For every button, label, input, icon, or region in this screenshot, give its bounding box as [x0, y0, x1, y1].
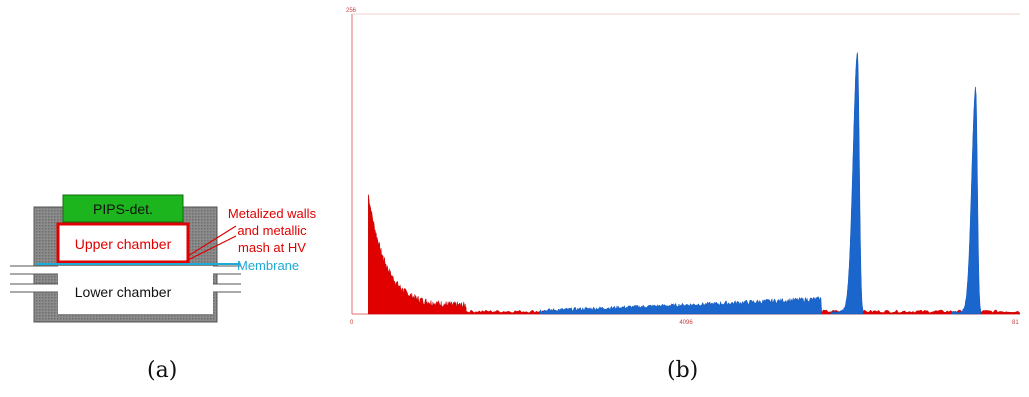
- x-tick-label-0: 0: [350, 320, 354, 326]
- walls-label-line-3: mash at HV: [238, 240, 306, 255]
- lower-chamber: [58, 266, 213, 314]
- pips-detector: [62, 194, 184, 223]
- right-outlet: [213, 284, 241, 292]
- upper-chamber: [56, 222, 190, 264]
- membrane-label: Membrane: [237, 258, 299, 273]
- red-series-area: [368, 194, 1021, 315]
- walls-label-line-1: Metalized walls: [228, 206, 317, 221]
- caption-b: (b): [667, 358, 699, 383]
- detector-diagram-panel: PIPS-det. Upper chamber Lower chamber Me…: [0, 0, 340, 340]
- detector-label: PIPS-det.: [93, 201, 153, 217]
- alpha-peak-1: [830, 52, 864, 315]
- left-outlet: [10, 284, 58, 292]
- spectrum-chart: 256 0 4096 81: [346, 8, 1021, 326]
- upper-chamber-label: Upper chamber: [75, 236, 172, 252]
- lower-chamber-label: Lower chamber: [75, 284, 172, 300]
- blue-series-area: [539, 296, 822, 315]
- x-tick-label-1: 4096: [679, 320, 693, 326]
- walls-leader-1: [187, 225, 237, 257]
- x-tick-label-2: 81: [1012, 320, 1019, 326]
- y-top-tick-label: 256: [346, 8, 357, 14]
- caption-a: (a): [147, 358, 178, 383]
- walls-leader-2: [185, 235, 237, 262]
- walls-label-line-2: and metallic: [237, 223, 307, 238]
- left-inlet: [10, 266, 58, 274]
- right-inlet: [213, 266, 241, 274]
- detector-diagram: PIPS-det. Upper chamber Lower chamber Me…: [10, 194, 317, 323]
- spectrum-panel: 256 0 4096 81: [340, 0, 1029, 340]
- alpha-peak-2: [951, 86, 981, 315]
